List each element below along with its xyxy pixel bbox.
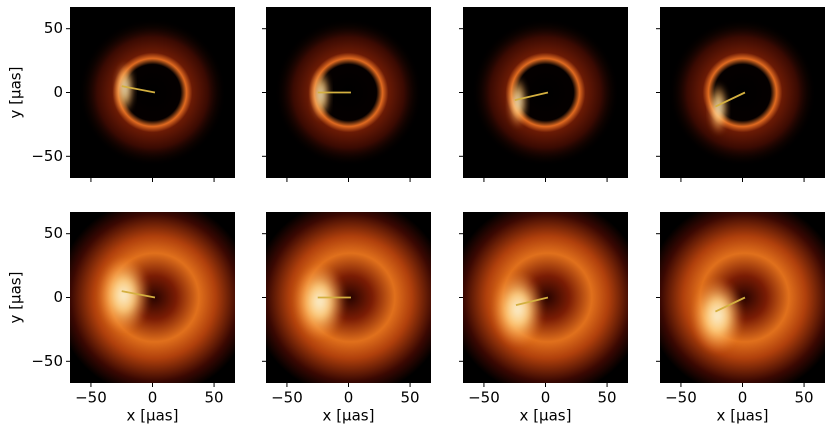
x-axis-label: x [μas] [717, 407, 769, 425]
bright-spot [491, 271, 544, 348]
y-tick-label: 50 [44, 224, 63, 242]
ring [668, 18, 817, 167]
orientation-line [715, 296, 746, 313]
panel [266, 212, 431, 383]
y-tick-label: 0 [53, 288, 63, 306]
panel [70, 7, 235, 178]
x-tick-label: 50 [205, 389, 224, 407]
panel [660, 212, 825, 383]
x-tick-label: 0 [148, 389, 158, 407]
orientation-line [121, 85, 156, 94]
x-tick-label: 50 [598, 389, 617, 407]
x-tick-label: 50 [401, 389, 420, 407]
bright-spot [507, 76, 528, 129]
orientation-line [121, 290, 156, 299]
bright-spot [293, 263, 346, 340]
x-tick-label: −50 [271, 389, 303, 407]
orientation-line [515, 296, 549, 307]
x-axis-label: x [μas] [127, 407, 179, 425]
y-tick-label: 0 [53, 83, 63, 101]
panel [660, 7, 825, 178]
x-tick-label: 50 [795, 389, 814, 407]
bright-spot [310, 68, 331, 121]
orientation-line [715, 91, 746, 108]
orientation-line [514, 91, 549, 102]
x-tick-label: −50 [468, 389, 500, 407]
y-tick-label: 50 [44, 19, 63, 37]
panel [463, 212, 628, 383]
bright-spot [97, 257, 150, 334]
y-axis-label: y [μas] [7, 272, 25, 324]
y-tick-label: −50 [31, 147, 63, 165]
x-axis-label: x [μas] [520, 407, 572, 425]
y-tick-label: −50 [31, 352, 63, 370]
bright-spot [691, 277, 744, 354]
panel [463, 7, 628, 178]
panel [266, 7, 431, 178]
x-tick-label: −50 [75, 389, 107, 407]
bright-spot [708, 82, 729, 135]
y-axis-label: y [μas] [7, 67, 25, 119]
panel [70, 212, 235, 383]
x-tick-label: 0 [541, 389, 551, 407]
x-tick-label: −50 [665, 389, 697, 407]
x-tick-label: 0 [344, 389, 354, 407]
bright-spot [114, 62, 135, 115]
x-axis-label: x [μas] [323, 407, 375, 425]
x-tick-label: 0 [738, 389, 748, 407]
